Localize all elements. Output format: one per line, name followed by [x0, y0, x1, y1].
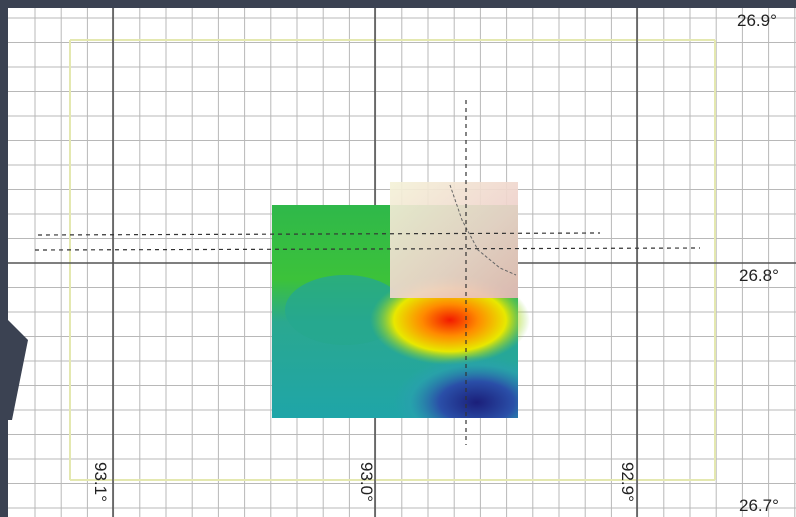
map: 26.9° 26.8° 26.7° 93.1° 93.0° 92.9° — [0, 0, 796, 517]
latitude-label: 26.8° — [739, 266, 779, 285]
heatmap-cold — [380, 340, 518, 418]
longitude-label: 93.1° — [91, 462, 110, 502]
overlay-survey — [390, 182, 518, 298]
page: 26.9° 26.8° 26.7° 93.1° 93.0° 92.9° (() … — [0, 0, 796, 517]
longitude-label: 92.9° — [618, 462, 637, 502]
latitude-label: 26.9° — [737, 11, 777, 30]
longitude-label: 93.0° — [357, 462, 376, 502]
heatmap — [272, 182, 530, 418]
latitude-label: 26.7° — [739, 496, 779, 515]
